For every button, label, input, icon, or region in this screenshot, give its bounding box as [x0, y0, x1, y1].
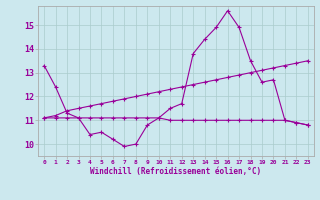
- X-axis label: Windchill (Refroidissement éolien,°C): Windchill (Refroidissement éolien,°C): [91, 167, 261, 176]
